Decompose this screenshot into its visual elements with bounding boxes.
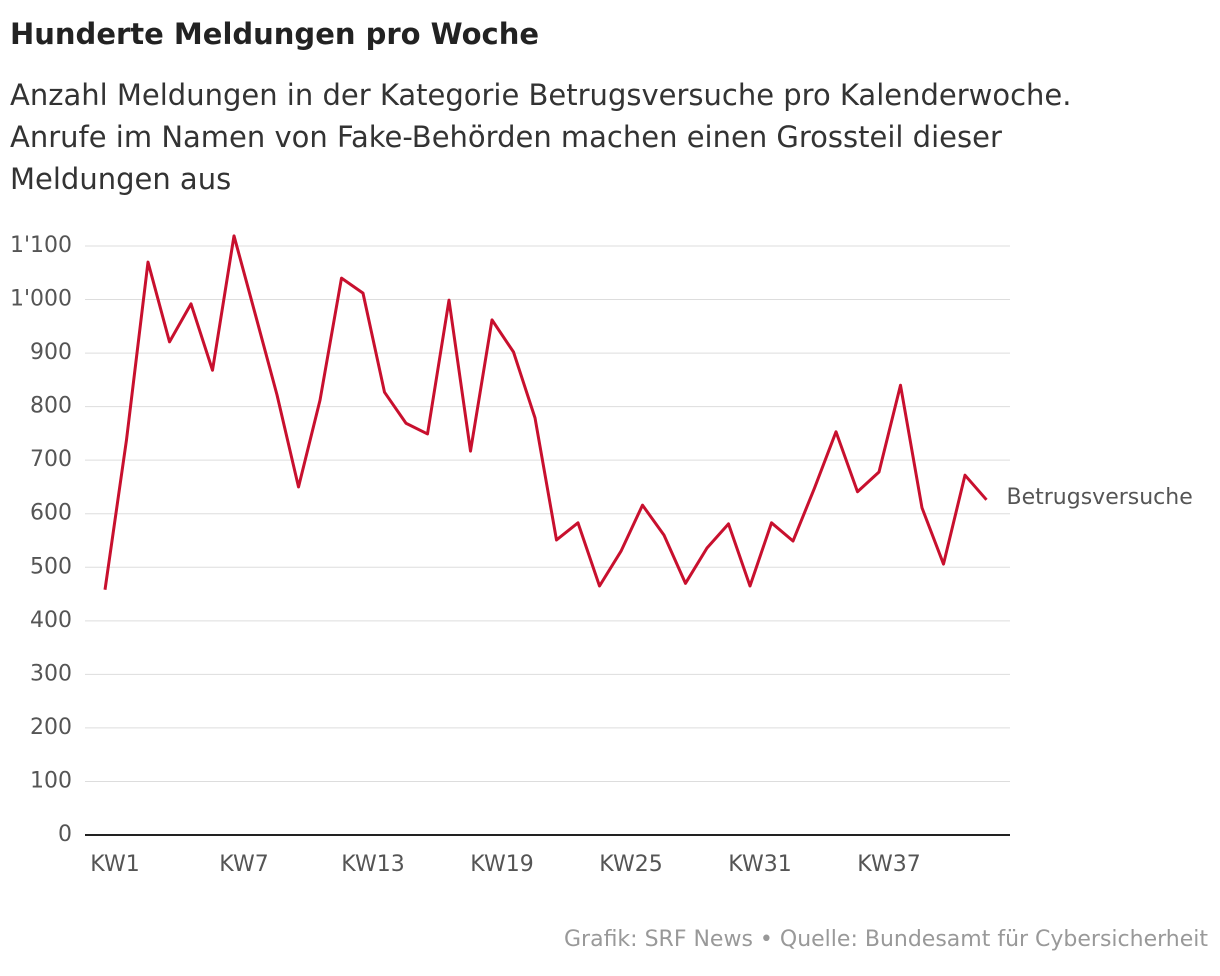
y-tick-label: 100	[30, 768, 72, 793]
y-tick-label: 900	[30, 340, 72, 365]
y-tick-label: 1'100	[10, 233, 72, 258]
x-tick-label: KW1	[90, 852, 139, 877]
data-line	[103, 234, 988, 590]
y-tick-label: 400	[30, 608, 72, 633]
x-tick-label: KW37	[857, 852, 920, 877]
y-tick-label: 800	[30, 394, 72, 419]
chart-subtitle: Meldungen aus	[10, 162, 231, 196]
x-tick-label: KW7	[219, 852, 268, 877]
x-tick-label: KW31	[728, 852, 791, 877]
y-tick-label: 700	[30, 447, 72, 472]
chart-subtitle: Anzahl Meldungen in der Kategorie Betrug…	[10, 78, 1072, 112]
y-tick-label: 200	[30, 715, 72, 740]
y-tick-label: 600	[30, 501, 72, 526]
x-tick-label: KW25	[599, 852, 662, 877]
y-tick-label: 500	[30, 554, 72, 579]
source: Grafik: SRF News • Quelle: Bundesamt für…	[564, 927, 1208, 952]
y-tick-label: 1'000	[10, 287, 72, 312]
series-label: Betrugsversuche	[1007, 485, 1193, 510]
x-tick-label: KW19	[470, 852, 533, 877]
y-tick-label: 300	[30, 661, 72, 686]
chart-subtitle: Anrufe im Namen von Fake-Behörden machen…	[10, 120, 1002, 154]
y-tick-label: 0	[58, 822, 72, 847]
x-tick-label: KW13	[341, 852, 404, 877]
chart-title: Hunderte Meldungen pro Woche	[10, 17, 539, 51]
